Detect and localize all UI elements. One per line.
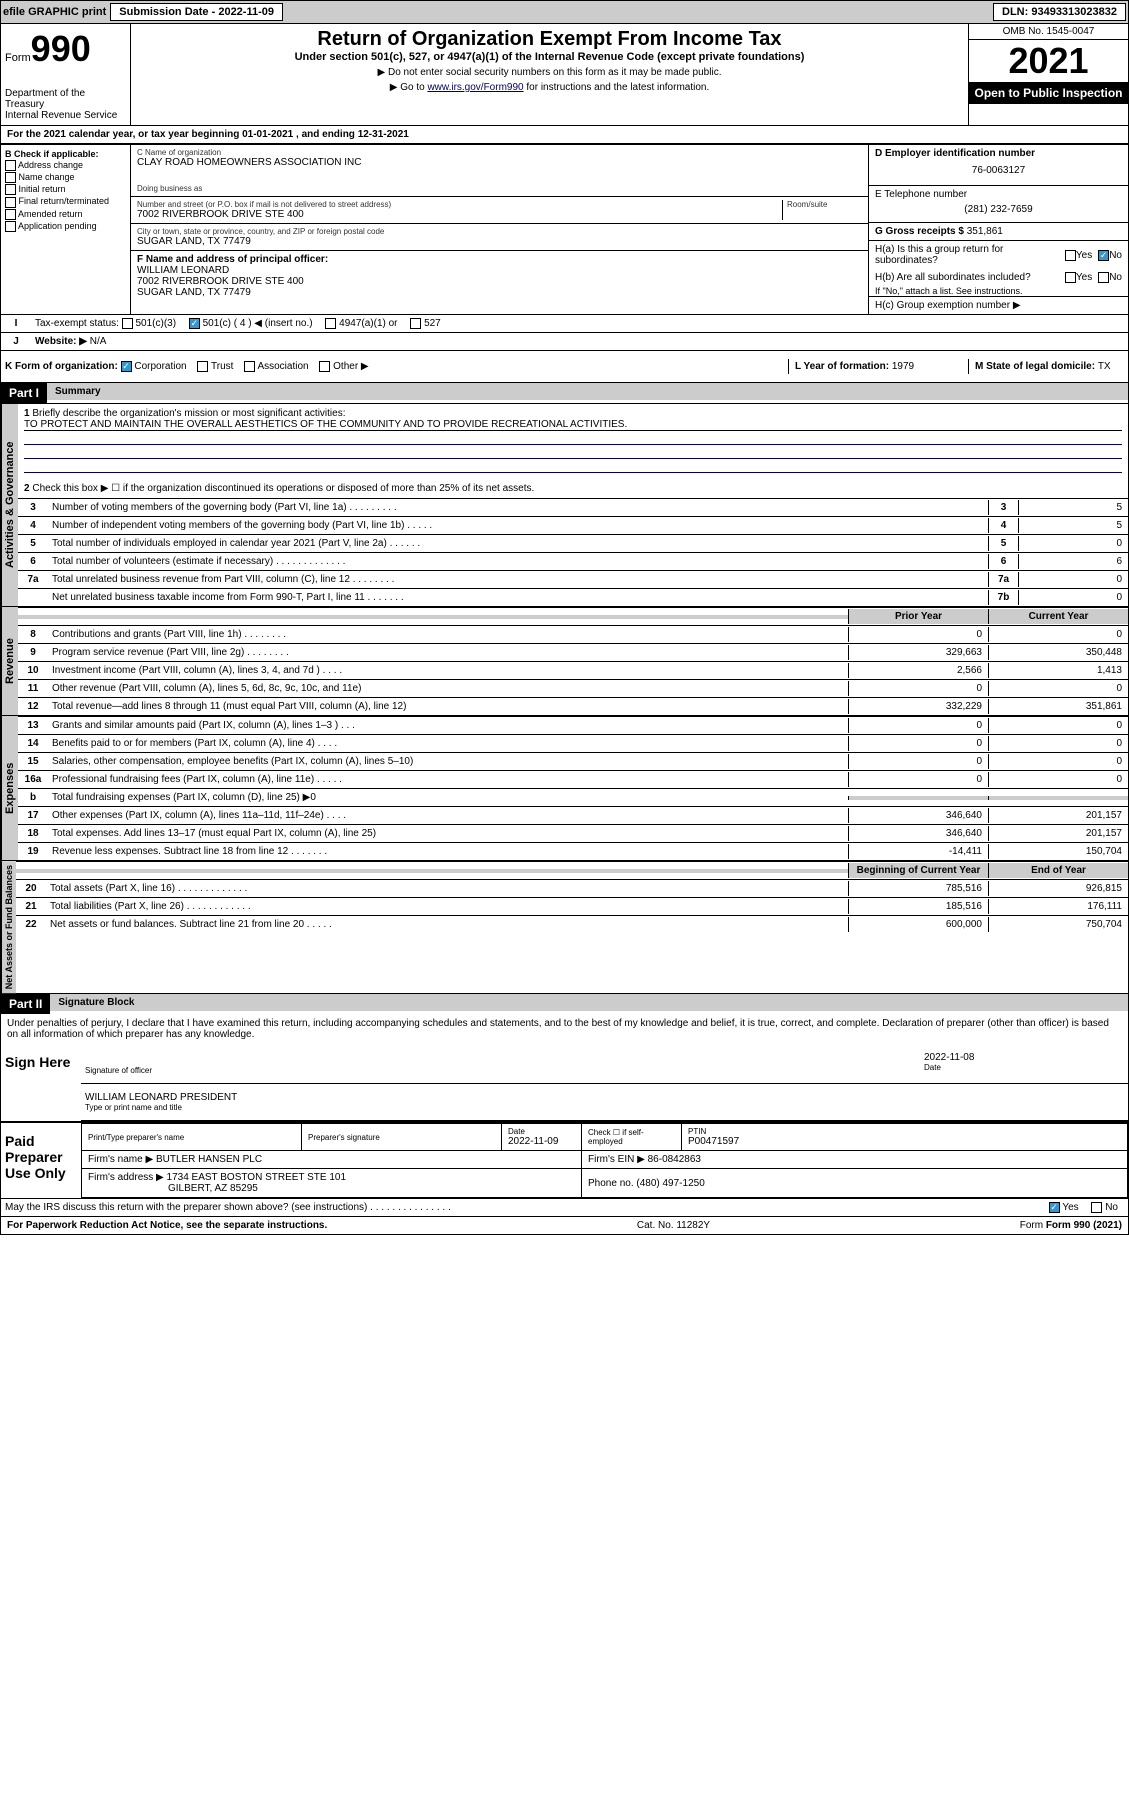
irs-no[interactable] <box>1091 1202 1102 1213</box>
ein: 76-0063127 <box>875 159 1122 182</box>
gov-block: Activities & Governance 1 Briefly descri… <box>1 403 1128 606</box>
topbar: efile GRAPHIC print Submission Date - 20… <box>1 1 1128 23</box>
org-address: 7002 RIVERBROOK DRIVE STE 400 <box>137 209 782 220</box>
firm-name: BUTLER HANSEN PLC <box>156 1154 262 1165</box>
table-row: 4 Number of independent voting members o… <box>18 516 1128 534</box>
prep-date: 2022-11-09 <box>508 1136 575 1147</box>
side-net: Net Assets or Fund Balances <box>1 861 16 993</box>
chk-amended[interactable]: Amended return <box>5 209 126 220</box>
table-row: 21 Total liabilities (Part X, line 26) .… <box>16 897 1128 915</box>
chk-other[interactable] <box>319 361 330 372</box>
table-row: 13 Grants and similar amounts paid (Part… <box>18 716 1128 734</box>
officer-name: WILLIAM LEONARD <box>137 265 862 276</box>
year-block: OMB No. 1545-0047 2021 Open to Public In… <box>968 24 1128 125</box>
ptin: P00471597 <box>688 1136 1121 1147</box>
form-header: Form990 Department of the Treasury Inter… <box>1 23 1128 125</box>
table-row: 19 Revenue less expenses. Subtract line … <box>18 842 1128 860</box>
form-id: Form990 Department of the Treasury Inter… <box>1 24 131 125</box>
side-exp: Expenses <box>1 716 18 860</box>
ha-no[interactable] <box>1098 250 1109 261</box>
mission: TO PROTECT AND MAINTAIN THE OVERALL AEST… <box>24 419 1122 431</box>
table-row: 6 Total number of volunteers (estimate i… <box>18 552 1128 570</box>
tax-year: 2021 <box>969 40 1128 82</box>
table-row: 17 Other expenses (Part IX, column (A), … <box>18 806 1128 824</box>
form-title-block: Return of Organization Exempt From Incom… <box>131 24 968 125</box>
chk-name[interactable]: Name change <box>5 172 126 183</box>
sign-here-block: Sign Here Signature of officer 2022-11-0… <box>1 1044 1128 1121</box>
irs-yes[interactable] <box>1049 1202 1060 1213</box>
chk-pending[interactable]: Application pending <box>5 221 126 232</box>
may-irs-row: May the IRS discuss this return with the… <box>1 1198 1128 1216</box>
chk-corp[interactable] <box>121 361 132 372</box>
table-row: 11 Other revenue (Part VIII, column (A),… <box>18 679 1128 697</box>
table-row: 16a Professional fundraising fees (Part … <box>18 770 1128 788</box>
table-row: 8 Contributions and grants (Part VIII, l… <box>18 625 1128 643</box>
chk-4947[interactable] <box>325 318 336 329</box>
gross-receipts: 351,861 <box>967 226 1003 237</box>
form-container: efile GRAPHIC print Submission Date - 20… <box>0 0 1129 1235</box>
table-row: Net unrelated business taxable income fr… <box>18 588 1128 606</box>
table-row: 20 Total assets (Part X, line 16) . . . … <box>16 879 1128 897</box>
table-row: b Total fundraising expenses (Part IX, c… <box>18 788 1128 806</box>
col-b-checks: B Check if applicable: Address change Na… <box>1 145 131 314</box>
table-row: 15 Salaries, other compensation, employe… <box>18 752 1128 770</box>
exp-block: Expenses 13 Grants and similar amounts p… <box>1 715 1128 860</box>
part1-header: Part I Summary <box>1 382 1128 403</box>
chk-address[interactable]: Address change <box>5 160 126 171</box>
row-j-website: J Website: ▶ N/A <box>1 332 1128 350</box>
table-row: 14 Benefits paid to or for members (Part… <box>18 734 1128 752</box>
table-row: 18 Total expenses. Add lines 13–17 (must… <box>18 824 1128 842</box>
line-a: For the 2021 calendar year, or tax year … <box>1 125 1128 144</box>
chk-527[interactable] <box>410 318 421 329</box>
irs-link[interactable]: www.irs.gov/Form990 <box>427 82 523 93</box>
website: N/A <box>90 336 107 347</box>
firm-ein: 86-0842863 <box>648 1154 701 1165</box>
officer-sig-name: WILLIAM LEONARD PRESIDENT <box>85 1092 1124 1103</box>
chk-initial[interactable]: Initial return <box>5 184 126 195</box>
sig-date: 2022-11-08 <box>924 1052 1124 1063</box>
table-row: 5 Total number of individuals employed i… <box>18 534 1128 552</box>
net-block: Net Assets or Fund Balances Beginning of… <box>1 860 1128 993</box>
table-row: 22 Net assets or fund balances. Subtract… <box>16 915 1128 933</box>
section-a: B Check if applicable: Address change Na… <box>1 144 1128 314</box>
submission-box: Submission Date - 2022-11-09 <box>110 3 283 21</box>
year-formed: 1979 <box>892 361 914 372</box>
omb: OMB No. 1545-0047 <box>969 24 1128 40</box>
hb-no[interactable] <box>1098 272 1109 283</box>
chk-assoc[interactable] <box>244 361 255 372</box>
table-row: 10 Investment income (Part VIII, column … <box>18 661 1128 679</box>
row-i-status: I Tax-exempt status: 501(c)(3) 501(c) ( … <box>1 314 1128 332</box>
table-row: 9 Program service revenue (Part VIII, li… <box>18 643 1128 661</box>
chk-501c[interactable] <box>189 318 200 329</box>
row-k-form: K Form of organization: Corporation Trus… <box>1 350 1128 382</box>
footer: For Paperwork Reduction Act Notice, see … <box>1 1216 1128 1234</box>
ha-yes[interactable] <box>1065 250 1076 261</box>
chk-final[interactable]: Final return/terminated <box>5 196 126 207</box>
org-city: SUGAR LAND, TX 77479 <box>137 236 862 247</box>
chk-501c3[interactable] <box>122 318 133 329</box>
firm-phone: (480) 497-1250 <box>636 1178 704 1189</box>
domicile: TX <box>1098 361 1111 372</box>
hb-yes[interactable] <box>1065 272 1076 283</box>
table-row: 12 Total revenue—add lines 8 through 11 … <box>18 697 1128 715</box>
table-row: 7a Total unrelated business revenue from… <box>18 570 1128 588</box>
table-row: 3 Number of voting members of the govern… <box>18 498 1128 516</box>
side-gov: Activities & Governance <box>1 404 18 606</box>
chk-trust[interactable] <box>197 361 208 372</box>
firm-addr: 1734 EAST BOSTON STREET STE 101 <box>167 1172 347 1183</box>
rev-block: Revenue Prior Year Current Year 8 Contri… <box>1 606 1128 715</box>
declaration: Under penalties of perjury, I declare th… <box>1 1014 1128 1044</box>
phone: (281) 232-7659 <box>875 200 1122 219</box>
side-rev: Revenue <box>1 607 18 715</box>
dln-box: DLN: 93493313023832 <box>993 3 1126 21</box>
org-name: CLAY ROAD HOMEOWNERS ASSOCIATION INC <box>137 157 862 168</box>
inspection-label: Open to Public Inspection <box>969 82 1128 104</box>
org-info: C Name of organization CLAY ROAD HOMEOWN… <box>131 145 868 314</box>
efile-label: efile GRAPHIC print <box>3 6 106 18</box>
form-title: Return of Organization Exempt From Incom… <box>135 28 964 51</box>
col-right: D Employer identification number 76-0063… <box>868 145 1128 314</box>
part2-header: Part II Signature Block <box>1 993 1128 1014</box>
paid-prep-block: Paid Preparer Use Only Print/Type prepar… <box>1 1121 1128 1198</box>
